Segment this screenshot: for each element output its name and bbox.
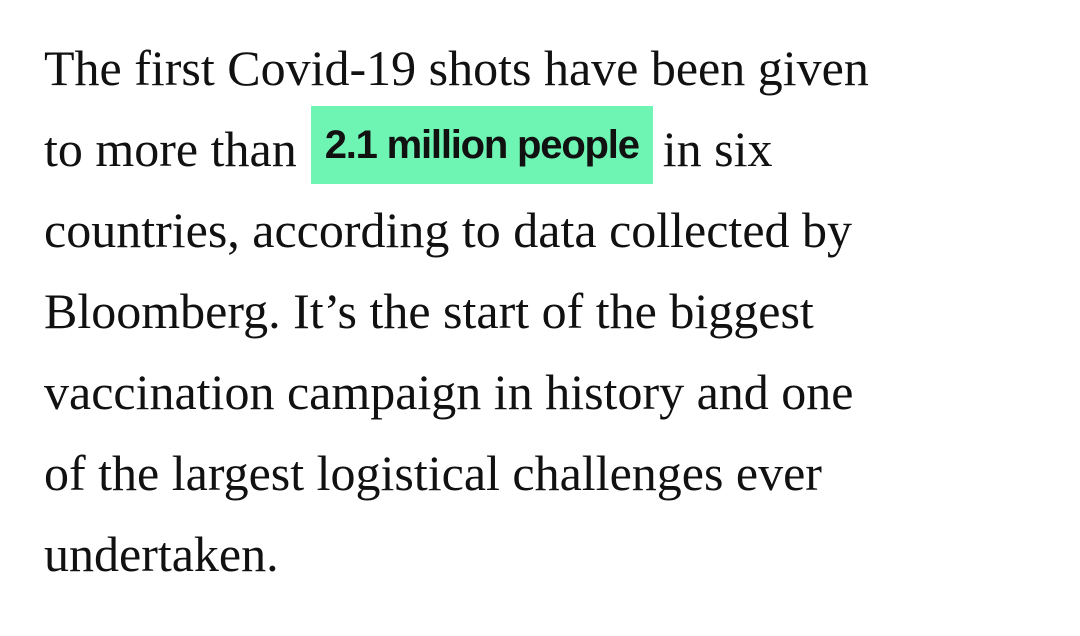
text-segment: to more than [44, 121, 297, 177]
text-line: undertaken. [44, 526, 279, 582]
highlight: 2.1 million people [310, 105, 653, 184]
article-paragraph: The first Covid-19 shots have been given… [44, 38, 1054, 605]
text-line: Bloomberg. It’s the start of the biggest [44, 283, 814, 339]
text-segment: in six [662, 121, 773, 177]
text-line: of the largest logistical challenges eve… [44, 445, 822, 501]
text-line: countries, according to data collected b… [44, 202, 853, 258]
text-line: vaccination campaign in history and one [44, 364, 854, 420]
text-line: to more than 2.1 million people in six [44, 105, 1054, 200]
text-line: The first Covid-19 shots have been given [44, 40, 869, 96]
